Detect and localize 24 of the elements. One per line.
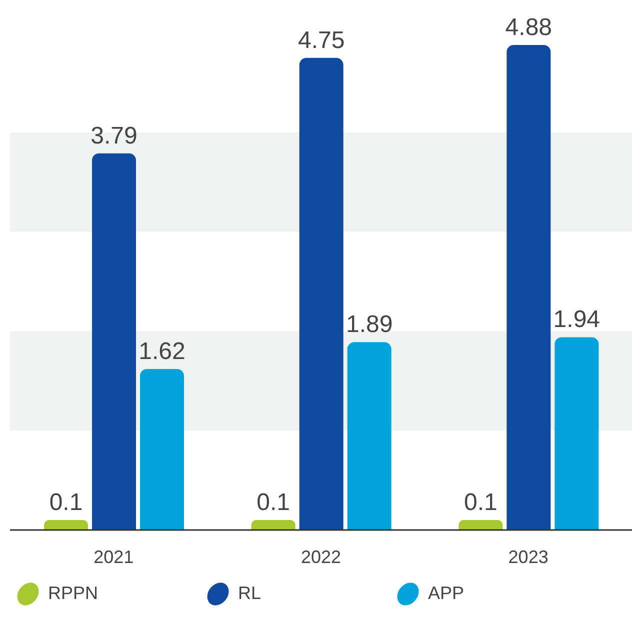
- data-label: 0.1: [256, 489, 290, 516]
- bar: [140, 368, 184, 530]
- bar: [92, 153, 136, 530]
- data-label: 0.1: [464, 489, 498, 516]
- bar: [44, 520, 88, 530]
- bar: [299, 58, 344, 530]
- x-tick-label: 2022: [300, 546, 342, 567]
- legend-label: RL: [237, 583, 262, 604]
- data-label: 1.89: [346, 311, 393, 338]
- data-label: 4.75: [298, 26, 345, 54]
- bar: [347, 342, 392, 530]
- data-label: 0.1: [49, 489, 83, 516]
- x-tick-label: 2023: [508, 546, 548, 567]
- bar: [458, 520, 503, 530]
- bar: [506, 45, 551, 530]
- data-label: 4.88: [505, 14, 552, 41]
- data-label: 3.79: [90, 122, 138, 150]
- data-label: 1.62: [138, 338, 186, 365]
- data-label: 1.94: [553, 306, 600, 334]
- bar: [251, 520, 296, 530]
- legend-label: RPPN: [47, 583, 100, 604]
- bar: [554, 337, 599, 530]
- x-tick-label: 2021: [94, 546, 134, 567]
- legend-label: APP: [427, 583, 466, 604]
